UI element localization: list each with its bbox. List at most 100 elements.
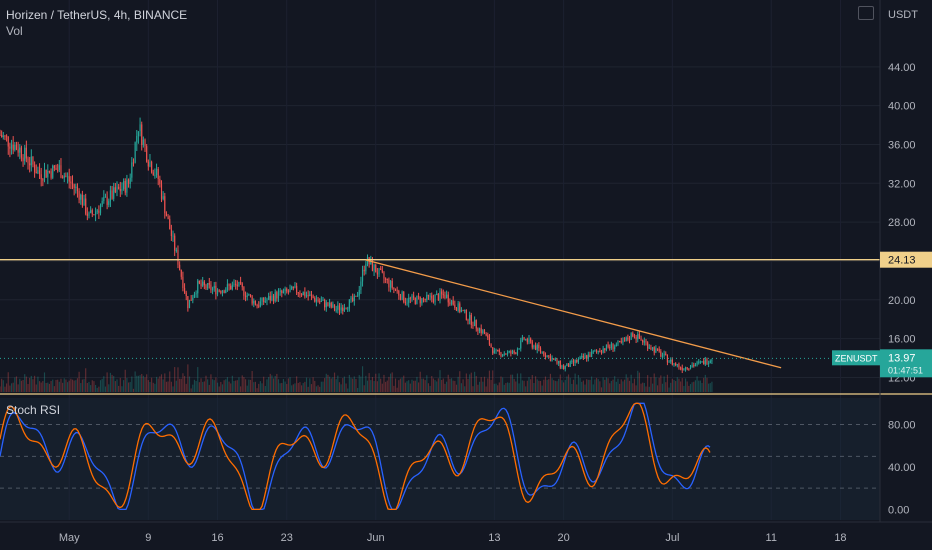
- candle-body: [96, 210, 98, 212]
- volume-bar: [683, 385, 685, 392]
- candle-body: [544, 355, 547, 358]
- volume-bar: [24, 374, 26, 392]
- volume-bar: [25, 376, 27, 392]
- candle-body: [520, 340, 522, 349]
- volume-bar: [228, 381, 230, 392]
- volume-bar: [505, 383, 507, 392]
- volume-bar: [345, 383, 347, 392]
- chart-settings-icon[interactable]: [858, 6, 874, 20]
- volume-bar: [34, 375, 36, 392]
- candle-body: [319, 301, 321, 303]
- volume-bar: [29, 377, 31, 392]
- candle-body: [380, 268, 382, 271]
- candle-body: [436, 294, 438, 296]
- volume-bar: [595, 377, 598, 392]
- candle-body: [505, 353, 507, 355]
- volume-bar: [139, 375, 141, 392]
- volume-bar: [305, 377, 308, 392]
- candle-body: [53, 165, 55, 168]
- volume-bar: [182, 373, 184, 392]
- candle-body: [600, 351, 603, 353]
- volume-bar: [248, 379, 250, 392]
- volume-bar: [68, 380, 70, 392]
- volume-bar: [113, 376, 115, 392]
- symbol-badge: [832, 350, 880, 366]
- drawing-overlays[interactable]: [0, 259, 880, 369]
- volume-bar: [383, 374, 385, 392]
- candle-body: [162, 196, 164, 199]
- volume-bar: [370, 380, 372, 392]
- candle-body: [378, 268, 380, 275]
- volume-bar: [233, 380, 235, 392]
- time-tick-label: 18: [834, 532, 846, 544]
- volume-bar: [454, 380, 456, 392]
- volume-bar: [98, 386, 100, 392]
- candle-body: [66, 176, 69, 178]
- volume-bar: [582, 380, 584, 392]
- trendline[interactable]: [365, 259, 782, 369]
- volume-bar: [0, 386, 1, 392]
- candlesticks[interactable]: [0, 117, 713, 374]
- volume-bar: [701, 382, 703, 392]
- candle-body: [215, 285, 217, 295]
- candle-body: [274, 292, 276, 302]
- candle-body: [347, 308, 349, 310]
- candle-body: [604, 348, 606, 351]
- volume-bar: [269, 373, 271, 392]
- candle-body: [170, 229, 172, 236]
- volume-bar: [127, 382, 130, 392]
- volume-bar: [386, 380, 388, 392]
- volume-bar: [152, 382, 154, 392]
- candle-body: [549, 356, 551, 362]
- volume-bar: [508, 382, 510, 392]
- candle-body: [292, 286, 294, 288]
- volume-bar: [480, 377, 482, 392]
- volume-bar: [567, 374, 570, 392]
- volume-bar: [35, 384, 37, 392]
- candle-body: [447, 294, 449, 303]
- volume-bar: [93, 381, 95, 392]
- volume-bar: [439, 370, 441, 392]
- volume-bar: [218, 386, 220, 392]
- volume-bar: [358, 375, 360, 392]
- volume-bar: [126, 377, 128, 392]
- volume-bar: [536, 379, 538, 392]
- volume-bar: [282, 378, 285, 392]
- volume-bar: [665, 382, 667, 392]
- candle-body: [329, 302, 331, 307]
- candle-body: [703, 361, 705, 365]
- volume-bar: [455, 384, 458, 392]
- currency-label: USDT: [888, 9, 918, 21]
- candle-body: [121, 188, 123, 192]
- candle-body: [179, 264, 181, 270]
- volume-bar: [253, 382, 255, 392]
- volume-bar: [348, 374, 350, 392]
- volume-bar: [281, 382, 283, 392]
- volume-bar: [276, 373, 278, 392]
- candle-body: [675, 363, 677, 366]
- volume-bar: [106, 372, 108, 392]
- volume-bar: [40, 382, 42, 392]
- volume-bar: [286, 384, 288, 392]
- candle-body: [676, 364, 678, 366]
- volume-bar: [408, 380, 410, 392]
- volume-bar: [441, 379, 443, 392]
- volume-bar: [604, 379, 606, 392]
- volume-bar: [592, 384, 594, 392]
- volume-bar: [635, 385, 637, 392]
- candle-body: [263, 297, 265, 303]
- candle-body: [131, 162, 133, 178]
- candle-body: [607, 344, 609, 348]
- volume-bar: [75, 380, 77, 392]
- candle-body: [386, 278, 388, 280]
- candle-body: [1, 134, 3, 138]
- volume-bar: [661, 383, 664, 392]
- volume-bar: [85, 368, 87, 392]
- candle-body: [85, 198, 87, 214]
- price-badge: [880, 349, 932, 378]
- volume-bar: [310, 384, 313, 392]
- candle-body: [503, 353, 505, 355]
- volume-bar: [391, 372, 393, 392]
- volume-bar: [360, 376, 362, 392]
